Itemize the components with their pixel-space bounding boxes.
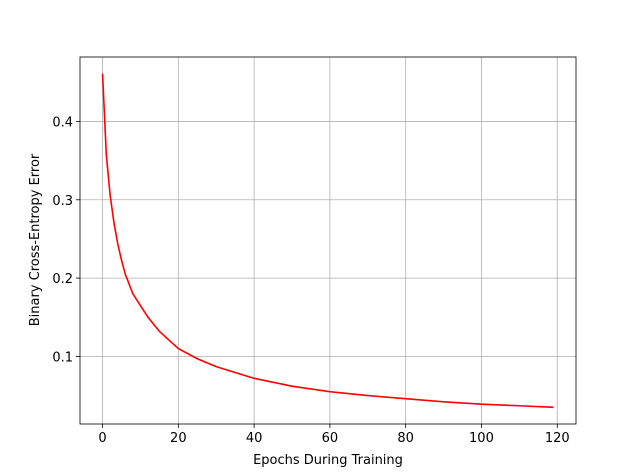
plot-frame xyxy=(79,56,577,425)
x-axis-label: Epochs During Training xyxy=(253,453,403,468)
y-tick-label: 0.3 xyxy=(52,194,73,209)
x-tick-label: 20 xyxy=(170,431,187,446)
x-tick-label: 120 xyxy=(545,431,570,446)
x-tick-label: 40 xyxy=(246,431,263,446)
y-axis-label: Binary Cross-Entropy Error xyxy=(28,153,43,326)
line xyxy=(101,73,554,409)
x-tick-label: 0 xyxy=(98,431,106,446)
x-tick-label: 60 xyxy=(322,431,339,446)
x-tick-label: 100 xyxy=(469,431,494,446)
y-tick-label: 0.2 xyxy=(52,272,73,287)
x-tick-label: 80 xyxy=(397,431,414,446)
y-tick-label: 0.1 xyxy=(52,350,73,365)
y-tick-label: 0.4 xyxy=(52,115,73,130)
